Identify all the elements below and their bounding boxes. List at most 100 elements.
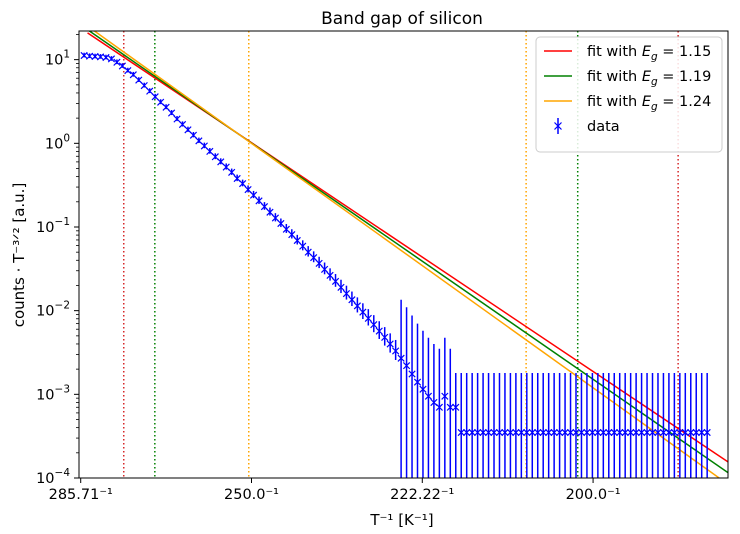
x-tick-label: 250.0⁻¹ <box>224 487 279 503</box>
data-point <box>648 428 657 437</box>
data-point <box>577 428 586 437</box>
data-point <box>523 428 531 437</box>
x-tick-label: 285.71⁻¹ <box>49 487 113 503</box>
data-point <box>359 308 367 316</box>
legend-swatch-marker <box>554 122 562 130</box>
data-point <box>331 277 340 285</box>
data-point <box>637 428 646 437</box>
data-point <box>495 428 504 437</box>
legend-label: fit with Eg = 1.24 <box>587 94 711 113</box>
data-point <box>670 428 678 437</box>
data-point <box>342 289 351 298</box>
data-point <box>599 428 607 437</box>
data-point <box>304 248 312 256</box>
data-point <box>659 428 668 437</box>
data-point <box>392 347 400 355</box>
data-point <box>244 185 252 194</box>
x-tick-label: 222.22⁻¹ <box>390 487 454 503</box>
data-point <box>146 87 154 95</box>
data-point <box>293 236 301 245</box>
data-point <box>610 428 618 437</box>
data-point <box>135 76 143 84</box>
data-point <box>249 191 258 199</box>
data-point <box>107 55 116 63</box>
data-point <box>288 231 296 239</box>
data-point <box>676 428 684 437</box>
x-tick-label: 200.0⁻¹ <box>566 487 621 503</box>
data-point <box>310 254 318 262</box>
data-point <box>479 428 487 437</box>
data-point <box>200 142 208 150</box>
data-point <box>370 321 378 329</box>
fit-line <box>93 31 721 478</box>
y-tick-label: 10−2 <box>36 300 70 320</box>
data-point <box>594 428 602 437</box>
data-point <box>326 271 334 280</box>
data-point <box>517 428 525 437</box>
plot-frame <box>78 30 729 479</box>
data-point <box>386 340 394 348</box>
legend: fit with Eg = 1.15 fit with Eg = 1.19 fit … <box>535 36 723 153</box>
data-point <box>484 428 493 437</box>
data-point <box>271 214 280 222</box>
data-point <box>692 428 700 437</box>
data-point <box>528 428 536 437</box>
data-point <box>463 428 471 437</box>
data-point <box>118 62 127 70</box>
data-point <box>621 428 629 437</box>
data-point <box>408 370 416 378</box>
data-point <box>501 428 509 437</box>
legend-box <box>535 36 723 153</box>
data-point <box>572 428 580 437</box>
data-point <box>452 403 460 411</box>
data-point <box>85 52 94 60</box>
data-point <box>255 197 263 205</box>
data-point <box>315 259 323 267</box>
legend-label: fit with Eg = 1.15 <box>587 44 711 63</box>
data-point <box>260 203 269 211</box>
data-point <box>566 428 575 437</box>
data-point <box>282 225 290 233</box>
data-point <box>424 392 433 400</box>
data-point <box>446 403 454 411</box>
data-point <box>681 428 689 437</box>
data-point <box>539 428 547 437</box>
data-point <box>102 53 110 62</box>
y-tick-label: 101 <box>45 49 70 69</box>
data-point <box>703 428 711 437</box>
plot-content <box>80 31 728 478</box>
data-point <box>140 81 148 90</box>
y-axis-label: counts · T⁻³ᐟ² [a.u.] <box>10 183 28 328</box>
data-point <box>413 378 422 386</box>
data-point <box>654 428 662 437</box>
data-point <box>616 428 624 437</box>
data-point <box>151 93 159 101</box>
data-point <box>512 428 520 437</box>
data-point <box>402 362 411 370</box>
data-point <box>320 265 329 273</box>
data-point <box>178 120 187 129</box>
data-point <box>189 131 198 139</box>
data-point <box>419 385 427 393</box>
data-point <box>222 163 230 171</box>
data-point <box>545 428 553 437</box>
data-point <box>550 428 558 437</box>
x-axis-label: T⁻¹ [K⁻¹] <box>369 511 433 529</box>
data-point <box>167 109 176 117</box>
data-point <box>91 52 99 61</box>
data-point <box>375 327 383 335</box>
data-point <box>348 296 356 304</box>
data-point <box>162 103 170 111</box>
data-point <box>490 428 498 437</box>
data-point <box>468 428 476 437</box>
data-point <box>129 71 137 79</box>
data-point <box>457 428 465 437</box>
data-point <box>184 126 192 134</box>
data-point <box>627 428 635 437</box>
data-point <box>364 314 372 322</box>
data-point <box>698 428 706 437</box>
data-point <box>228 168 236 176</box>
data-point <box>441 392 449 400</box>
data-point <box>435 403 443 411</box>
data-point <box>238 179 247 188</box>
